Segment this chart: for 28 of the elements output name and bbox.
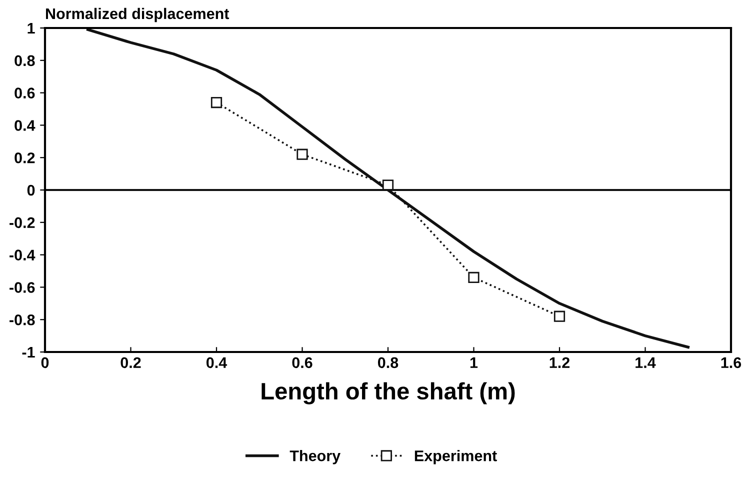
x-axis-title: Length of the shaft (m)	[262, 382, 515, 404]
x-tick-label: 0.2	[120, 357, 141, 368]
x-tick-label: 0.4	[206, 357, 228, 368]
x-tick-label: 0	[41, 357, 49, 368]
y-tick-label: 0.4	[14, 120, 36, 131]
y-tick-label: -0.6	[10, 282, 35, 293]
x-tick-label: 0.6	[292, 357, 312, 368]
y-tick-label: -0.2	[10, 217, 35, 228]
x-tick-label: 1.4	[636, 357, 656, 368]
x-tick-label: 1	[470, 357, 478, 368]
y-tick-label: -0.4	[10, 250, 36, 260]
y-tick-label: 0.8	[14, 55, 35, 66]
y-tick-label: 1	[28, 23, 35, 34]
point	[554, 310, 566, 322]
x-tick-label: 0.8	[378, 357, 398, 368]
y-tick-label: 0.2	[14, 152, 35, 164]
x-tick-label: 1.6	[721, 357, 742, 368]
x-tick-label: 1.2	[550, 357, 570, 368]
point	[296, 148, 308, 160]
y-tick-label: 0.6	[14, 88, 35, 98]
y-axis-title: Normalized displacement	[46, 8, 230, 22]
y-tick-label: -1	[22, 347, 35, 358]
y-tick-label: 0	[27, 184, 35, 196]
y-tick-label: -0.8	[10, 314, 35, 326]
legend-label: Experiment	[414, 450, 497, 464]
point	[210, 96, 222, 108]
legend-label: Theory	[290, 450, 341, 464]
point	[468, 272, 480, 284]
